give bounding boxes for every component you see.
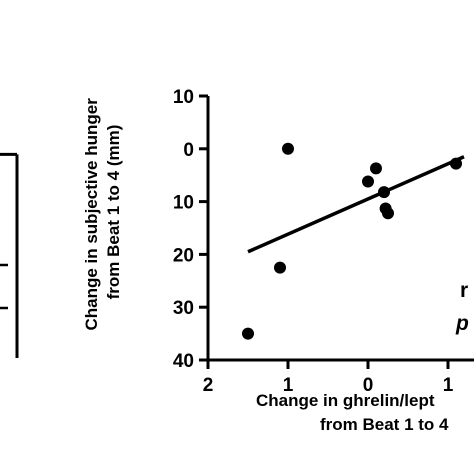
x-tick-label: 1	[283, 375, 294, 396]
x-axis-title-line-2: from Beat 1 to 4	[320, 415, 449, 434]
stat-annotation-r: r	[460, 279, 468, 302]
scatter-point	[370, 162, 382, 175]
scatter-point	[382, 207, 394, 220]
scatter-point	[242, 327, 254, 340]
y-tick-label: 40	[173, 351, 194, 372]
regression-line	[247, 155, 465, 254]
y-tick-label: 30	[173, 298, 194, 319]
y-axis-ticks: 10 0 10 20 30 40	[173, 87, 208, 372]
scatter-point	[282, 142, 294, 155]
scatter-point	[274, 261, 286, 274]
y-axis-title: Change in subjective hunger from Beat 1 …	[82, 93, 123, 330]
x-tick-label: 1	[443, 375, 454, 396]
y-axis-title-line-2: from Beat 1 to 4 (mm)	[104, 125, 123, 300]
x-tick-label: 2	[203, 375, 214, 396]
x-axis-ticks: 2 1 0 1	[203, 360, 454, 396]
scatter-point	[362, 175, 374, 188]
y-axis-title-line-1: Change in subjective hunger	[82, 98, 101, 331]
x-tick-label: 0	[363, 375, 374, 396]
data-points	[242, 142, 462, 340]
left-bar-panel	[0, 152, 19, 358]
y-tick-label: 10	[173, 193, 194, 214]
stat-annotation-p: p	[455, 312, 469, 335]
x-axis-title-line-1: Change in ghrelin/lept	[256, 391, 435, 410]
y-tick-label: 10	[173, 87, 194, 108]
y-tick-label: 20	[173, 245, 194, 266]
y-tick-label: 0	[183, 140, 194, 161]
